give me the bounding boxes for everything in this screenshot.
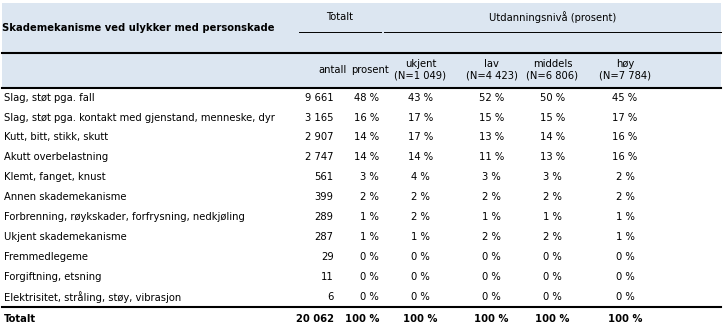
Text: 9 661: 9 661 (305, 92, 334, 103)
Text: 100 %: 100 % (608, 314, 642, 322)
Text: Ukjent skademekanisme: Ukjent skademekanisme (4, 232, 126, 242)
Text: 399: 399 (315, 192, 334, 203)
Text: 17 %: 17 % (613, 112, 637, 123)
Text: 0 %: 0 % (543, 292, 562, 302)
Text: 52 %: 52 % (479, 92, 504, 103)
Text: 0 %: 0 % (482, 292, 501, 302)
Text: prosent: prosent (351, 65, 389, 75)
Text: Skademekanisme ved ulykker med personskade: Skademekanisme ved ulykker med personska… (2, 23, 275, 33)
Text: Elektrisitet, stråling, støy, vibrasjon: Elektrisitet, stråling, støy, vibrasjon (4, 291, 181, 303)
Text: 11 %: 11 % (479, 152, 504, 163)
Text: høy
(N=7 784): høy (N=7 784) (599, 59, 651, 81)
Text: 48 %: 48 % (355, 92, 379, 103)
Text: 20 062: 20 062 (296, 314, 334, 322)
Text: 1 %: 1 % (360, 212, 379, 223)
Text: 15 %: 15 % (540, 112, 565, 123)
Text: 1 %: 1 % (360, 232, 379, 242)
Text: 2 747: 2 747 (305, 152, 334, 163)
Text: 289: 289 (315, 212, 334, 223)
Text: 2 %: 2 % (616, 192, 634, 203)
Text: 13 %: 13 % (540, 152, 565, 163)
Text: 6: 6 (327, 292, 334, 302)
Text: 29: 29 (320, 252, 334, 262)
Text: 45 %: 45 % (613, 92, 637, 103)
Text: 0 %: 0 % (482, 252, 501, 262)
Text: 2 %: 2 % (411, 192, 430, 203)
Text: 3 %: 3 % (543, 172, 562, 183)
Text: 16 %: 16 % (354, 112, 379, 123)
Text: 100 %: 100 % (474, 314, 509, 322)
Text: Forbrenning, røykskader, forfrysning, nedkjøling: Forbrenning, røykskader, forfrysning, ne… (4, 212, 244, 223)
Text: Totalt: Totalt (4, 314, 36, 322)
Text: Akutt overbelastning: Akutt overbelastning (4, 152, 108, 163)
Text: Slag, støt pga. fall: Slag, støt pga. fall (4, 92, 94, 103)
Text: 2 %: 2 % (482, 192, 501, 203)
Text: Utdanningsnivå (prosent): Utdanningsnivå (prosent) (489, 11, 616, 23)
Text: Annen skademekanisme: Annen skademekanisme (4, 192, 126, 203)
Text: middels
(N=6 806): middels (N=6 806) (526, 59, 579, 81)
Text: 2 %: 2 % (360, 192, 379, 203)
Text: 1 %: 1 % (543, 212, 562, 223)
Text: 2 %: 2 % (411, 212, 430, 223)
Text: 0 %: 0 % (411, 292, 430, 302)
Text: 1 %: 1 % (411, 232, 430, 242)
Text: 16 %: 16 % (613, 132, 637, 143)
Text: 0 %: 0 % (616, 272, 634, 282)
Text: 287: 287 (315, 232, 334, 242)
Text: Slag, støt pga. kontakt med gjenstand, menneske, dyr: Slag, støt pga. kontakt med gjenstand, m… (4, 112, 275, 123)
Text: 0 %: 0 % (543, 252, 562, 262)
Text: 13 %: 13 % (479, 132, 504, 143)
Text: 3 165: 3 165 (305, 112, 334, 123)
Text: Totalt: Totalt (326, 12, 354, 22)
Text: 1 %: 1 % (616, 212, 634, 223)
Text: 11: 11 (320, 272, 334, 282)
Text: 0 %: 0 % (411, 272, 430, 282)
Text: 0 %: 0 % (616, 292, 634, 302)
Text: 50 %: 50 % (540, 92, 565, 103)
Text: 561: 561 (315, 172, 334, 183)
Text: 3 %: 3 % (482, 172, 501, 183)
Text: 14 %: 14 % (354, 152, 379, 163)
Text: 100 %: 100 % (344, 314, 379, 322)
Text: 0 %: 0 % (543, 272, 562, 282)
Text: ukjent
(N=1 049): ukjent (N=1 049) (394, 59, 447, 81)
Text: 3 %: 3 % (360, 172, 379, 183)
Text: 4 %: 4 % (411, 172, 430, 183)
Text: 17 %: 17 % (408, 112, 433, 123)
Text: 15 %: 15 % (479, 112, 504, 123)
Text: 14 %: 14 % (408, 152, 433, 163)
Text: 0 %: 0 % (360, 272, 379, 282)
Text: 1 %: 1 % (616, 232, 634, 242)
Text: 2 %: 2 % (616, 172, 634, 183)
Text: Kutt, bitt, stikk, skutt: Kutt, bitt, stikk, skutt (4, 132, 108, 143)
Text: 100 %: 100 % (403, 314, 438, 322)
Text: 2 %: 2 % (543, 192, 562, 203)
Text: Fremmedlegeme: Fremmedlegeme (4, 252, 88, 262)
Text: Forgiftning, etsning: Forgiftning, etsning (4, 272, 101, 282)
Text: 100 %: 100 % (535, 314, 570, 322)
Text: 0 %: 0 % (616, 252, 634, 262)
Text: 0 %: 0 % (360, 252, 379, 262)
Text: antall: antall (318, 65, 346, 75)
Text: Klemt, fanget, knust: Klemt, fanget, knust (4, 172, 105, 183)
Text: 2 %: 2 % (543, 232, 562, 242)
Text: 14 %: 14 % (354, 132, 379, 143)
Text: 16 %: 16 % (613, 152, 637, 163)
Text: 2 %: 2 % (482, 232, 501, 242)
Text: 43 %: 43 % (408, 92, 433, 103)
Text: 17 %: 17 % (408, 132, 433, 143)
Text: 0 %: 0 % (411, 252, 430, 262)
Text: 0 %: 0 % (360, 292, 379, 302)
Text: lav
(N=4 423): lav (N=4 423) (465, 59, 518, 81)
Text: 0 %: 0 % (482, 272, 501, 282)
Text: 2 907: 2 907 (305, 132, 334, 143)
Text: 1 %: 1 % (482, 212, 501, 223)
Text: 14 %: 14 % (540, 132, 565, 143)
